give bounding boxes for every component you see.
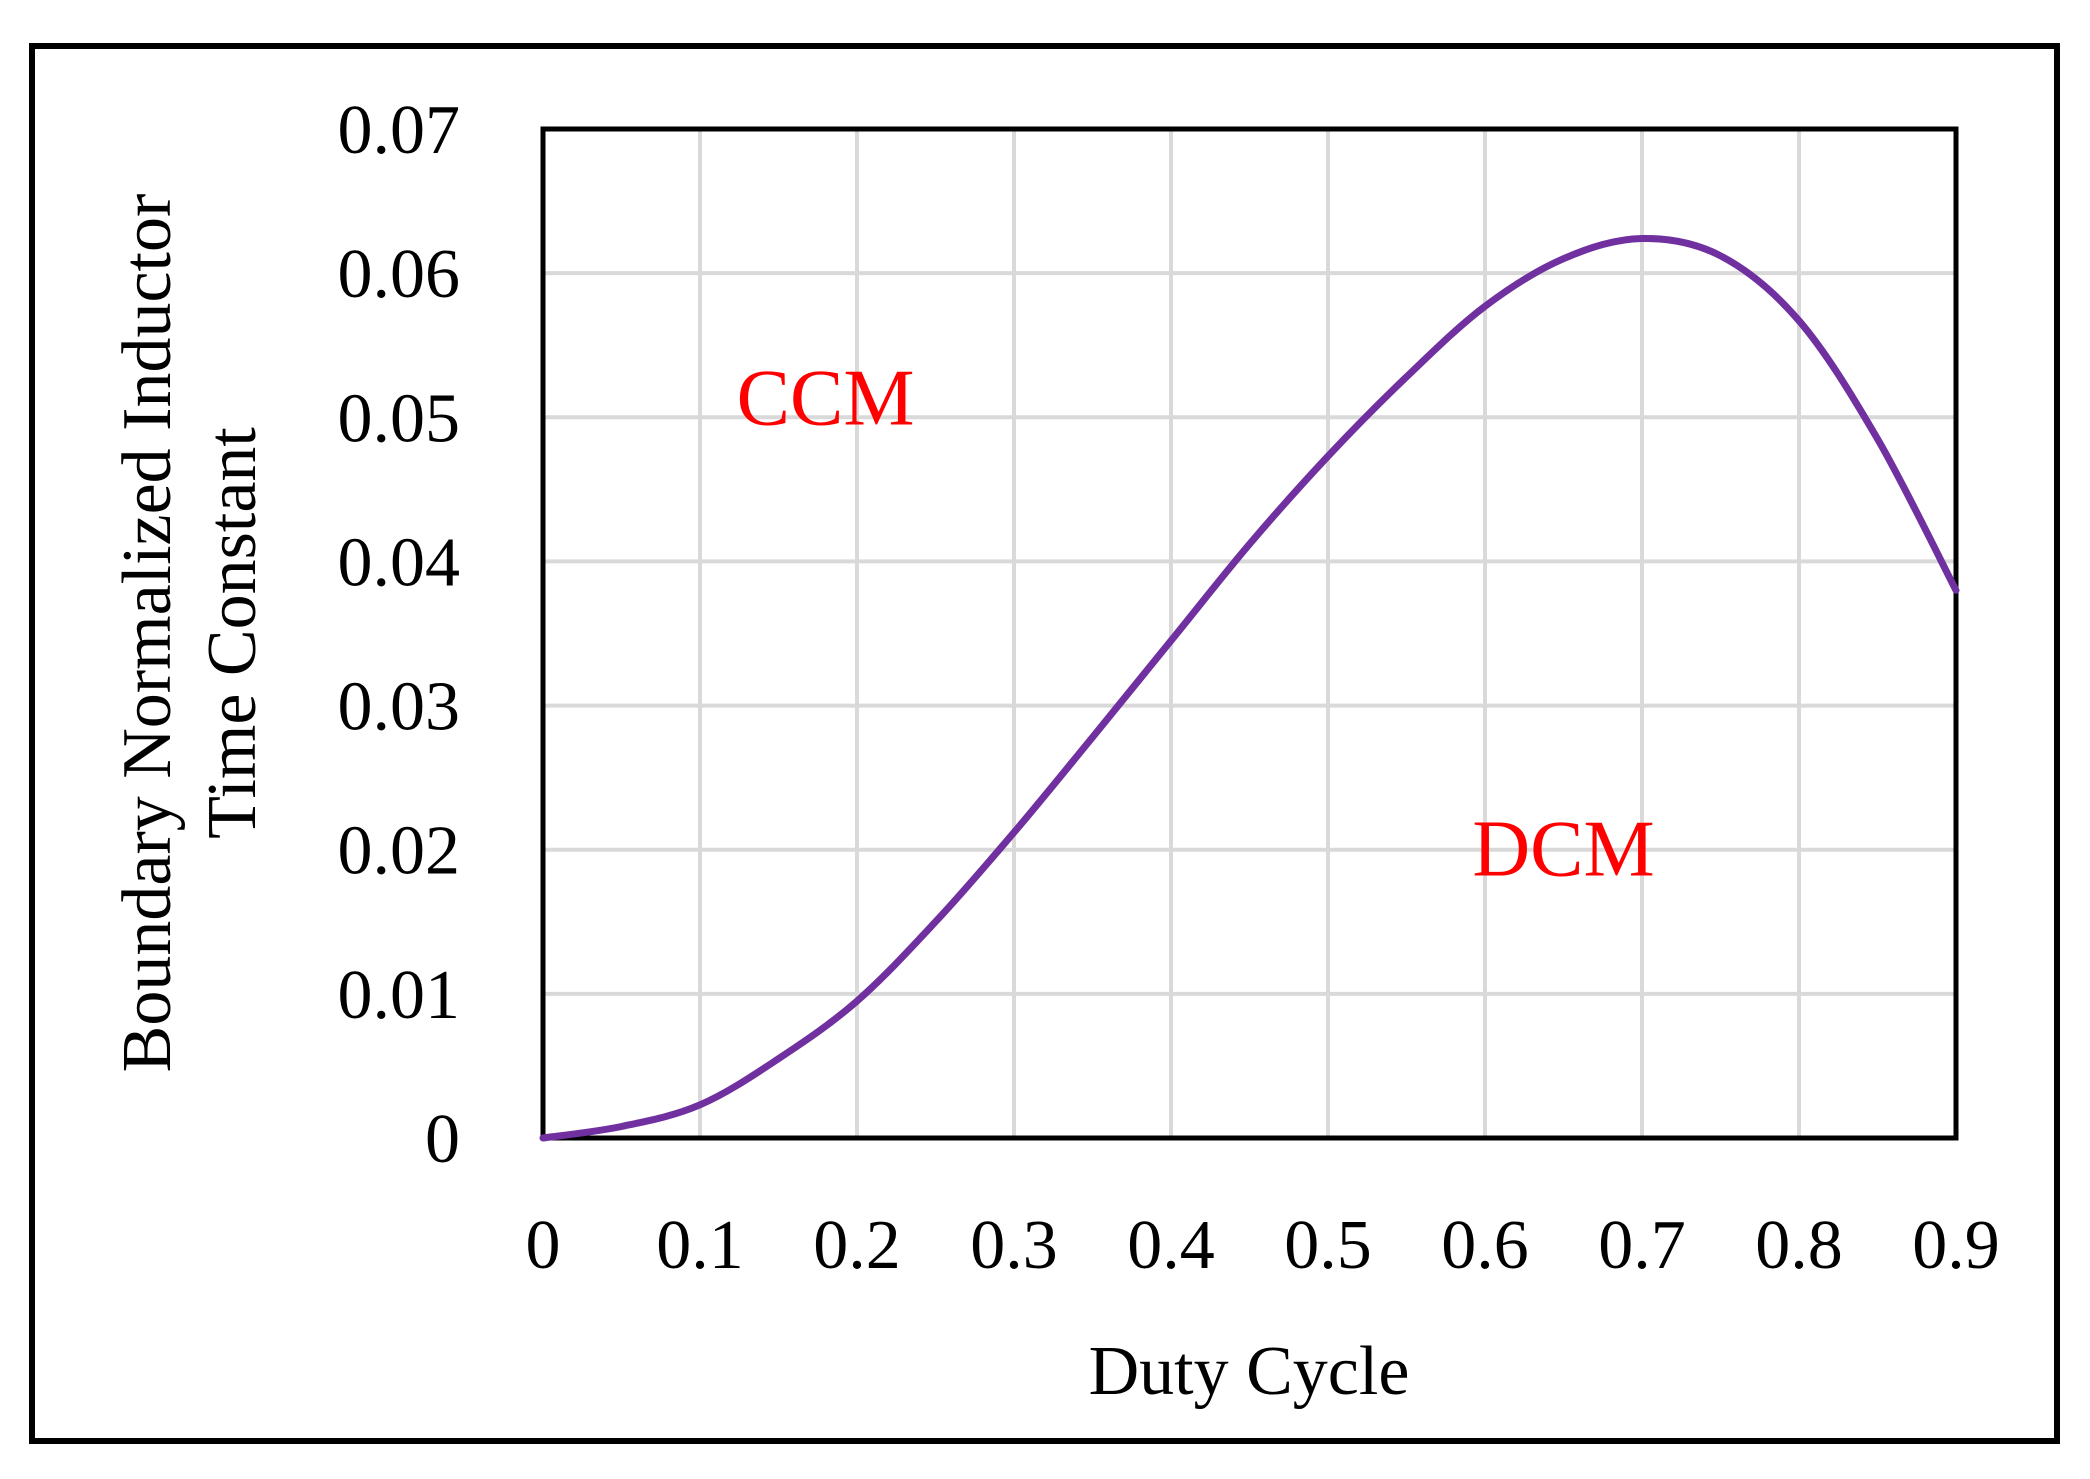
y-axis-title-line-2: Time Constant (194, 427, 271, 839)
plot-area-border (540, 126, 1959, 1141)
x-tick-label: 0.3 (970, 1207, 1058, 1284)
annotations: CCM DCM (737, 354, 1655, 893)
x-tick-label: 0.4 (1127, 1207, 1215, 1284)
y-tick-label: 0.04 (338, 524, 461, 601)
x-tick-labels: 0 0.1 0.2 0.3 0.4 0.5 0.6 0.7 0.8 0.9 (526, 1207, 2000, 1284)
series-layer (539, 234, 1960, 1142)
annotation-ccm: CCM (737, 354, 915, 442)
x-tick-label: 0.6 (1441, 1207, 1529, 1284)
y-tick-label: 0.07 (338, 92, 461, 169)
y-tick-label: 0 (425, 1101, 460, 1178)
x-tick-label: 0.7 (1598, 1207, 1686, 1284)
y-tick-label: 0.01 (338, 957, 461, 1034)
y-tick-label: 0.03 (338, 669, 461, 746)
y-axis-title: Boundary Normalized Inductor Time Consta… (109, 194, 271, 1073)
annotation-dcm: DCM (1472, 806, 1654, 894)
x-tick-label: 0 (526, 1207, 561, 1284)
x-tick-label: 0.8 (1755, 1207, 1843, 1284)
series-line-boundary (539, 234, 1960, 1142)
outer-frame (29, 43, 2060, 1444)
y-axis-title-line-1: Boundary Normalized Inductor (109, 194, 186, 1073)
y-tick-labels: 0 0.01 0.02 0.03 0.04 0.05 0.06 0.07 (338, 92, 461, 1178)
x-axis-title: Duty Cycle (1089, 1333, 1410, 1410)
x-tick-label: 0.2 (813, 1207, 901, 1284)
x-tick-label: 0.9 (1912, 1207, 2000, 1284)
y-tick-label: 0.05 (338, 380, 461, 457)
x-tick-label: 0.1 (656, 1207, 744, 1284)
y-tick-label: 0.02 (338, 813, 461, 890)
y-tick-label: 0.06 (338, 236, 461, 313)
x-tick-label: 0.5 (1284, 1207, 1372, 1284)
